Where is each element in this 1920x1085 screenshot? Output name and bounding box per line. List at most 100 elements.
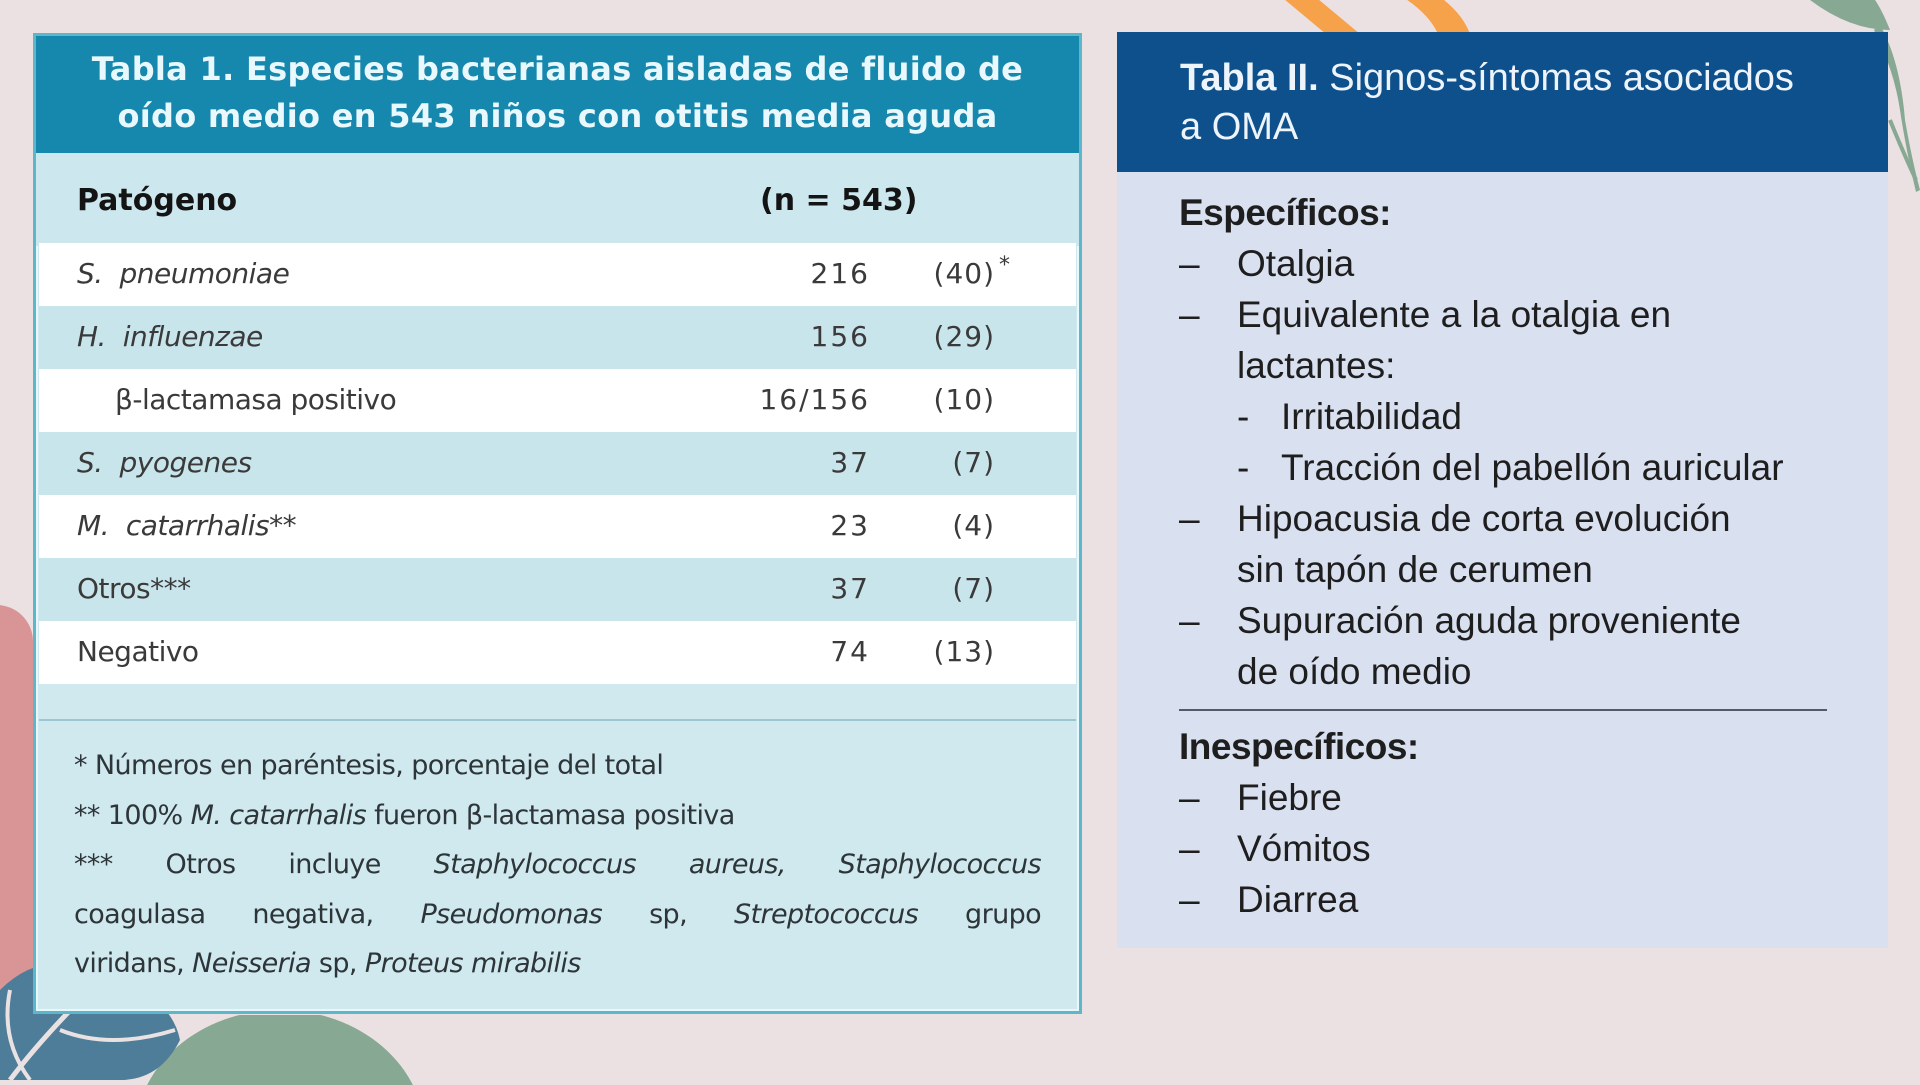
footnote-3: *** Otros incluye Staphylococcus aureus,… xyxy=(74,840,1042,890)
percentage: (10) xyxy=(933,383,995,416)
table-row: Negativo 74 (13) xyxy=(39,621,1076,684)
footnote-text: sp, xyxy=(318,948,358,979)
dash-bullet-icon: – xyxy=(1179,498,1200,539)
footnote-species: Streptococcus xyxy=(733,898,919,930)
percentage: (40) xyxy=(933,257,995,290)
section-heading-specific: Específicos: xyxy=(1179,192,1391,233)
percentage: (4) xyxy=(952,509,995,542)
list-item-text: de oído medio xyxy=(1237,651,1472,692)
footnote-2-species: M. catarrhalis xyxy=(190,799,367,831)
percentage: (7) xyxy=(952,572,995,605)
count: 37 xyxy=(830,572,870,605)
list-item-text: Supuración aguda proveniente xyxy=(1237,600,1741,641)
sub-list-item: - Irritabilidad xyxy=(1179,391,1828,442)
decorative-green-leaf-top-right xyxy=(1810,0,1920,192)
dash-bullet-icon: – xyxy=(1179,879,1200,920)
percentage: (29) xyxy=(933,320,995,353)
species: catarrhalis** xyxy=(125,509,297,542)
footnote-3-cont-2: viridans, Neisseria sp, Proteus mirabili… xyxy=(74,939,1041,989)
table1-rows: S. pneumoniae 216 (40) * H. influenzae 1… xyxy=(39,243,1076,684)
dash-bullet-icon: – xyxy=(1179,243,1200,284)
table2-title: Tabla II. Signos-síntomas asociados a OM… xyxy=(1117,32,1888,172)
footnote-text: coagulasa negativa, xyxy=(74,898,374,930)
table1-title: Tabla 1. Especies bacterianas aisladas d… xyxy=(36,36,1079,153)
list-item: – Fiebre xyxy=(1179,772,1828,823)
list-item-text: Vómitos xyxy=(1237,828,1371,869)
species: pyogenes xyxy=(119,446,253,479)
list-item: – Diarrea xyxy=(1179,874,1828,925)
table-row: H. influenzae 156 (29) xyxy=(39,306,1076,369)
dash-bullet-icon: – xyxy=(1179,600,1200,641)
count: 156 xyxy=(810,320,870,353)
footnote-divider xyxy=(39,719,1076,721)
footnote-3-species-2: Staphylococcus xyxy=(838,849,1042,880)
section-divider xyxy=(1179,709,1827,711)
footnote-2-text: ** 100% xyxy=(74,799,183,831)
genus: M. xyxy=(77,509,110,542)
count: 74 xyxy=(830,635,870,668)
sub-list-item: - Tracción del pabellón auricular xyxy=(1179,442,1828,493)
pathogen-name: Negativo xyxy=(77,635,199,668)
dash-bullet-icon: – xyxy=(1179,828,1200,869)
table2-body: Específicos: – Otalgia – Equivalente a l… xyxy=(1179,187,1828,925)
list-item-text: Hipoacusia de corta evolución xyxy=(1237,498,1731,539)
list-item: – Vómitos xyxy=(1179,823,1828,874)
pathogen-name: S. pneumoniae xyxy=(77,257,290,290)
footnote-species: Proteus mirabilis xyxy=(364,948,581,979)
column-header-pathogen: Patógeno xyxy=(77,183,238,218)
sub-list-item-text: Tracción del pabellón auricular xyxy=(1281,447,1784,488)
list-item: – Equivalente a la otalgia en lactantes: xyxy=(1179,289,1828,391)
list-item-text: Equivalente a la otalgia en xyxy=(1237,294,1672,335)
column-header-n: (n = 543) xyxy=(760,183,918,218)
list-item-text: lactantes: xyxy=(1237,345,1396,386)
list-item-text: Otalgia xyxy=(1237,243,1355,284)
decorative-orange-strokes xyxy=(1285,0,1470,34)
footnote-species: Neisseria xyxy=(192,948,311,979)
dash-bullet-icon: – xyxy=(1179,294,1200,335)
percentage: (7) xyxy=(952,446,995,479)
table-row: S. pneumoniae 216 (40) * xyxy=(39,243,1076,306)
footnote-text: sp, xyxy=(649,898,688,930)
list-item-text: sin tapón de cerumen xyxy=(1237,549,1593,590)
dash-bullet-icon: – xyxy=(1179,777,1200,818)
percentage: (13) xyxy=(933,635,995,668)
decorative-pink-shape xyxy=(0,605,33,1025)
hyphen-bullet-icon: - xyxy=(1237,447,1250,488)
count: 16/156 xyxy=(759,383,870,416)
table2-title-label: Tabla II. xyxy=(1180,57,1319,99)
footnote-2-text-end: fueron β-lactamasa positiva xyxy=(374,799,735,831)
pathogen-name: S. pyogenes xyxy=(77,446,252,479)
footnote-3-species-1: Staphylococcus aureus, xyxy=(433,849,787,880)
count: 37 xyxy=(830,446,870,479)
pathogen-name: β-lactamasa positivo xyxy=(115,383,397,416)
table1-title-line2: oído medio en 543 niños con otitis media… xyxy=(117,97,998,135)
pathogen-name: H. influenzae xyxy=(77,320,263,353)
footnote-species: Pseudomonas xyxy=(420,898,603,930)
list-item: – Hipoacusia de corta evolución sin tapó… xyxy=(1179,493,1828,595)
species: pneumoniae xyxy=(119,257,290,290)
list-item: – Supuración aguda proveniente de oído m… xyxy=(1179,595,1828,697)
pathogen-name: M. catarrhalis** xyxy=(77,509,297,542)
footnote-3-text: *** Otros incluye xyxy=(74,849,381,880)
table-row: M. catarrhalis** 23 (4) xyxy=(39,495,1076,558)
species: influenzae xyxy=(122,320,263,353)
table2-title-line2: a OMA xyxy=(1180,106,1299,148)
count: 23 xyxy=(830,509,870,542)
genus: S. xyxy=(77,257,103,290)
section-heading-nonspecific: Inespecíficos: xyxy=(1179,726,1419,767)
footnote-2: ** 100% M. catarrhalis fueron β-lactamas… xyxy=(74,791,1041,841)
footnote-text: viridans, xyxy=(74,948,185,979)
table-row: β-lactamasa positivo 16/156 (10) xyxy=(39,369,1076,432)
table1-title-line1: Tabla 1. Especies bacterianas aisladas d… xyxy=(91,50,1024,88)
footnote-3-cont-1: coagulasa negativa, Pseudomonas sp, Stre… xyxy=(74,890,1042,940)
list-item: – Otalgia xyxy=(1179,238,1828,289)
table1-footnotes: * Números en paréntesis, porcentaje del … xyxy=(74,741,1042,989)
footnote-mark: * xyxy=(999,253,1010,278)
hyphen-bullet-icon: - xyxy=(1237,396,1250,437)
table-row: S. pyogenes 37 (7) xyxy=(39,432,1076,495)
table2-title-line1: Tabla II. Signos-síntomas asociados xyxy=(1180,54,1888,103)
pathogen-name: Otros*** xyxy=(77,572,191,605)
genus: H. xyxy=(77,320,106,353)
table2-title-text: Signos-síntomas asociados xyxy=(1318,57,1794,99)
footnote-1: * Números en paréntesis, porcentaje del … xyxy=(74,750,664,781)
